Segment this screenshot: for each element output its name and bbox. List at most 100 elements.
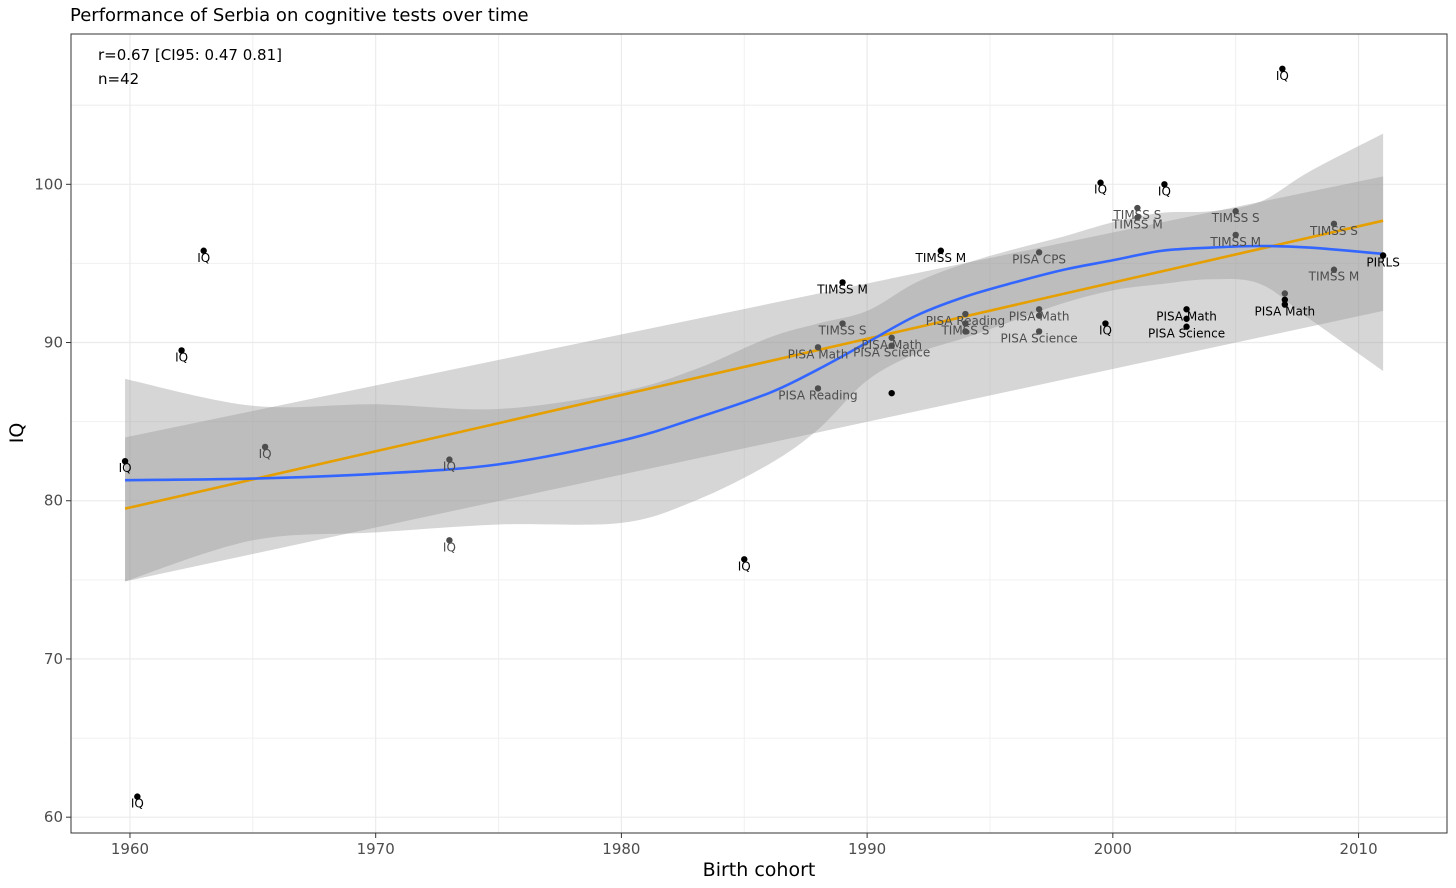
y-tick-label: 80 bbox=[44, 492, 63, 510]
data-point-label: PISA Reading bbox=[926, 314, 1005, 328]
plot-panel bbox=[71, 34, 1447, 833]
data-point-label: PISA Math bbox=[788, 347, 849, 361]
data-point bbox=[1281, 290, 1289, 297]
data-point bbox=[839, 320, 846, 327]
data-point bbox=[200, 247, 207, 254]
data-point-label: PISA Science bbox=[853, 346, 930, 360]
data-point bbox=[1035, 306, 1043, 313]
data-point bbox=[814, 385, 822, 392]
data-point-label: PISA Science bbox=[1148, 327, 1225, 341]
data-point bbox=[1183, 315, 1190, 322]
x-tick-label: 2010 bbox=[1339, 840, 1377, 858]
data-point-label: TIMSS M bbox=[1111, 218, 1163, 232]
data-point bbox=[1161, 181, 1168, 188]
data-point bbox=[1097, 179, 1104, 186]
x-tick-label: 1960 bbox=[111, 840, 149, 858]
data-point-label: TIMSS S bbox=[1112, 208, 1161, 222]
data-point-label: IQ bbox=[1099, 324, 1112, 338]
data-point bbox=[121, 457, 129, 465]
y-tick-label: 70 bbox=[44, 650, 63, 668]
y-axis: 60 70 80 90 100 bbox=[34, 175, 71, 826]
data-point bbox=[446, 456, 453, 463]
data-point-label: IQ bbox=[131, 797, 144, 811]
data-point-label: IQ bbox=[197, 251, 210, 265]
data-point bbox=[1183, 323, 1190, 330]
data-point bbox=[888, 342, 895, 349]
data-point bbox=[1134, 204, 1141, 212]
panel-border bbox=[70, 33, 1448, 834]
data-point bbox=[1232, 208, 1239, 215]
data-point-label: TIMSS S bbox=[940, 324, 989, 338]
x-axis-title: Birth cohort bbox=[703, 859, 816, 881]
data-point bbox=[1232, 231, 1239, 239]
data-point-label: IQ bbox=[1276, 69, 1289, 83]
data-point bbox=[1330, 220, 1338, 228]
data-point-label: PISA Math bbox=[861, 338, 922, 352]
data-point bbox=[962, 320, 969, 327]
data-point bbox=[1330, 266, 1338, 273]
data-point-label: PISA Math bbox=[1009, 309, 1070, 323]
y-tick-label: 100 bbox=[34, 175, 63, 193]
data-point-label: PISA Math bbox=[1255, 305, 1316, 319]
major-gridlines bbox=[71, 34, 1447, 833]
data-point bbox=[1134, 214, 1141, 221]
data-point bbox=[1035, 312, 1043, 319]
data-points bbox=[121, 65, 1387, 800]
data-point bbox=[839, 279, 846, 286]
data-point-label: TIMSS S bbox=[1309, 224, 1358, 238]
data-point-label: IQ bbox=[738, 559, 751, 573]
data-point-label: PISA Math bbox=[1156, 309, 1217, 323]
data-point-label: PISA CPS bbox=[1012, 252, 1066, 266]
x-axis: 1960 1970 1980 1990 2000 2010 bbox=[111, 833, 1378, 858]
data-point bbox=[1281, 296, 1289, 304]
x-tick-label: 1990 bbox=[848, 840, 886, 858]
data-point-label: PISA Science bbox=[1001, 331, 1078, 345]
data-point bbox=[1102, 320, 1109, 327]
data-point bbox=[261, 443, 269, 451]
data-point bbox=[741, 556, 748, 563]
data-point-label: TIMSS M bbox=[1308, 270, 1360, 284]
y-axis-title: IQ bbox=[6, 423, 28, 444]
data-point-label: TIMSS S bbox=[1211, 211, 1260, 225]
correlation-annotation: r=0.67 [CI95: 0.47 0.81] bbox=[98, 46, 282, 64]
minor-gridlines bbox=[71, 34, 1447, 833]
data-point-label: PIRLS bbox=[1366, 256, 1399, 270]
data-point bbox=[134, 793, 141, 800]
data-point-label: IQ bbox=[443, 540, 456, 554]
fit-lines bbox=[124, 219, 1384, 510]
data-point bbox=[962, 328, 969, 335]
data-point bbox=[1183, 306, 1190, 313]
data-point bbox=[962, 310, 969, 318]
data-point-label: TIMSS M bbox=[816, 282, 868, 296]
loess-line bbox=[125, 244, 1384, 482]
data-point bbox=[1035, 328, 1043, 335]
data-point-label: TIMSS M bbox=[915, 251, 967, 265]
linear_fit-confidence-band bbox=[125, 176, 1384, 582]
data-point-label: IQ bbox=[1094, 183, 1107, 197]
data-point-label: IQ bbox=[175, 350, 188, 364]
data-point-label: PISA Reading bbox=[778, 388, 857, 402]
data-point bbox=[888, 334, 895, 341]
data-point-label: TIMSS S bbox=[818, 324, 867, 338]
data-point bbox=[1035, 249, 1043, 256]
data-point bbox=[178, 347, 185, 354]
data-point bbox=[1379, 252, 1387, 259]
sample-size-annotation: n=42 bbox=[98, 70, 139, 88]
y-tick-label: 90 bbox=[44, 334, 63, 352]
data-point bbox=[937, 247, 945, 254]
data-point bbox=[814, 344, 822, 351]
data-point-label: IQ bbox=[1158, 184, 1171, 198]
data-point-label: IQ bbox=[443, 460, 456, 474]
data-point-label: IQ bbox=[259, 447, 272, 461]
data-point bbox=[1279, 65, 1286, 73]
data-point-label: IQ bbox=[119, 461, 132, 475]
chart-title: Performance of Serbia on cognitive tests… bbox=[70, 5, 529, 26]
linear_fit-line bbox=[124, 219, 1384, 510]
data-point-label: TIMSS M bbox=[1209, 235, 1261, 249]
data-point bbox=[888, 389, 895, 397]
x-tick-label: 2000 bbox=[1094, 840, 1132, 858]
x-tick-label: 1970 bbox=[357, 840, 395, 858]
data-point bbox=[1281, 301, 1289, 308]
